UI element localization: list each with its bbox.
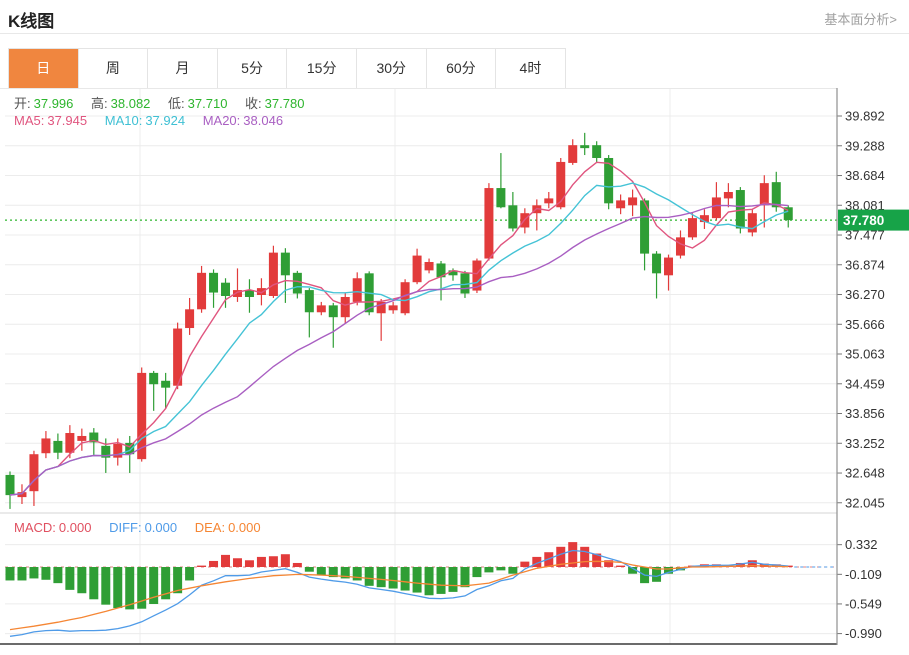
svg-text:35.666: 35.666 [845,317,885,332]
svg-text:-0.549: -0.549 [845,596,882,611]
interval-tab-15分[interactable]: 15分 [287,49,357,88]
svg-text:-0.109: -0.109 [845,567,882,582]
ma20-line [9,203,789,496]
page-title: K线图 [8,12,55,31]
svg-text:33.856: 33.856 [845,406,885,421]
interval-tab-日[interactable]: 日 [9,49,79,88]
interval-tab-周[interactable]: 周 [78,49,149,88]
dea-line [9,560,789,631]
ma5-line [9,161,789,496]
candlestick-panel [5,132,837,509]
svg-text:32.045: 32.045 [845,495,885,510]
diff-line [9,549,789,637]
svg-text:38.081: 38.081 [845,198,885,213]
kline-chart-svg: 39.892 39.288 38.684 38.081 37.477 36.874 36.2… [0,88,909,645]
svg-text:37.780: 37.780 [843,213,884,228]
svg-text:38.684: 38.684 [845,168,885,183]
svg-text:35.063: 35.063 [845,347,885,362]
svg-text:33.252: 33.252 [845,436,885,451]
svg-text:36.270: 36.270 [845,287,885,302]
current-price-marker: 37.780 [838,209,909,231]
interval-tabs: 日周月 5分 15分 30分 60分 4时 [8,48,566,89]
svg-text:39.892: 39.892 [845,109,885,124]
svg-text:32.648: 32.648 [845,466,885,481]
svg-text:-0.990: -0.990 [845,626,882,641]
kline-chart-canvas[interactable]: 39.892 39.288 38.684 38.081 37.477 36.874 36.2… [0,88,909,650]
fundamental-analysis-link[interactable]: 基本面分析> [824,12,897,27]
interval-tab-60分[interactable]: 60分 [426,49,497,88]
svg-text:34.459: 34.459 [845,376,885,391]
interval-tab-5分[interactable]: 5分 [217,49,288,88]
axes: 39.892 39.288 38.684 38.081 37.477 36.874 36.2… [0,88,885,645]
svg-text:37.477: 37.477 [845,228,885,243]
svg-text:0.332: 0.332 [845,537,878,552]
grid-lines [5,88,837,644]
interval-tab-30分[interactable]: 30分 [356,49,427,88]
interval-tab-月[interactable]: 月 [148,49,218,88]
svg-text:36.874: 36.874 [845,257,885,272]
interval-tab-4时[interactable]: 4时 [496,49,565,88]
macd-panel [5,542,837,637]
ma10-line [9,182,789,496]
page-header: K线图 基本面分析> [0,0,909,34]
svg-text:39.288: 39.288 [845,138,885,153]
